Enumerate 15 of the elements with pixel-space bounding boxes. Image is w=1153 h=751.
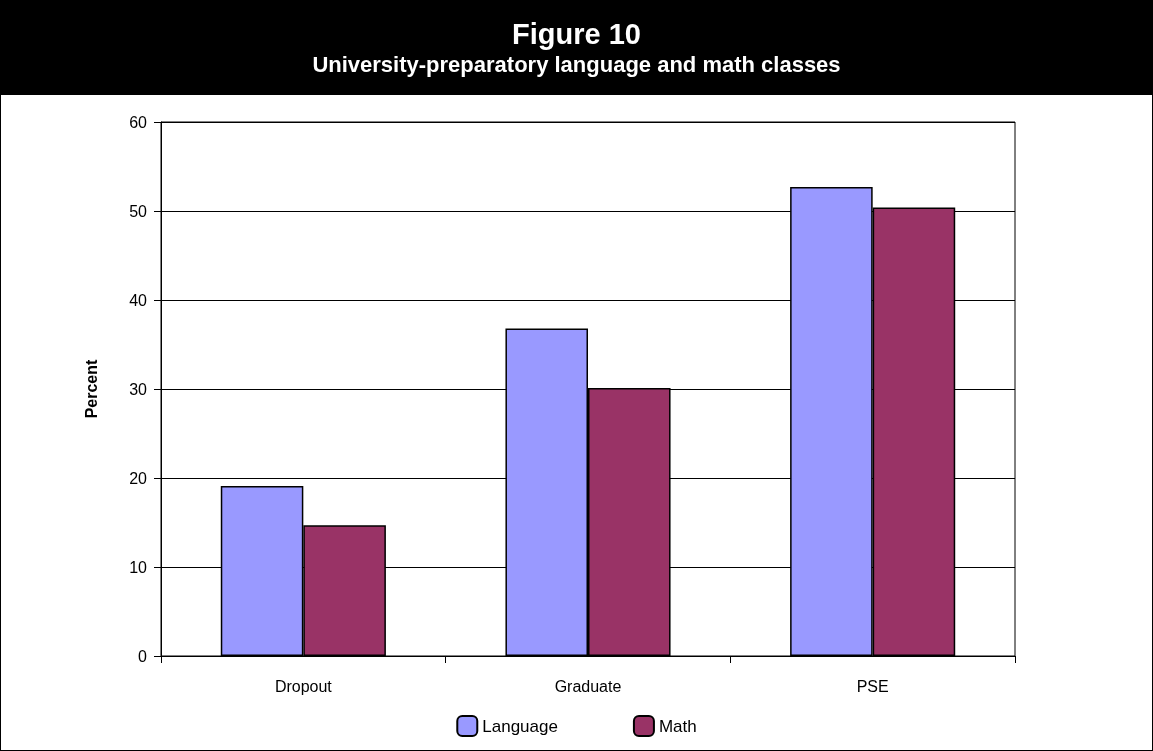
chart-subtitle: University-preparatory language and math classes (311, 51, 842, 79)
y-axis-title: Percent (82, 358, 100, 419)
legend-label: Math (658, 716, 697, 736)
y-tick-label: 30 (129, 380, 148, 398)
y-tick-label: 20 (129, 469, 148, 487)
chart-title: Figure 10 (511, 17, 642, 51)
y-tick-label: 10 (129, 558, 148, 576)
y-tick-label: 0 (138, 647, 148, 665)
y-tick-label: 50 (129, 202, 148, 220)
x-tick-label: Dropout (274, 677, 333, 695)
legend-label: Language (482, 716, 558, 736)
y-tick-label: 40 (129, 291, 148, 309)
y-tick-label: 60 (129, 113, 148, 131)
x-tick-label: PSE (856, 677, 889, 695)
x-tick-label: Graduate (554, 677, 622, 695)
